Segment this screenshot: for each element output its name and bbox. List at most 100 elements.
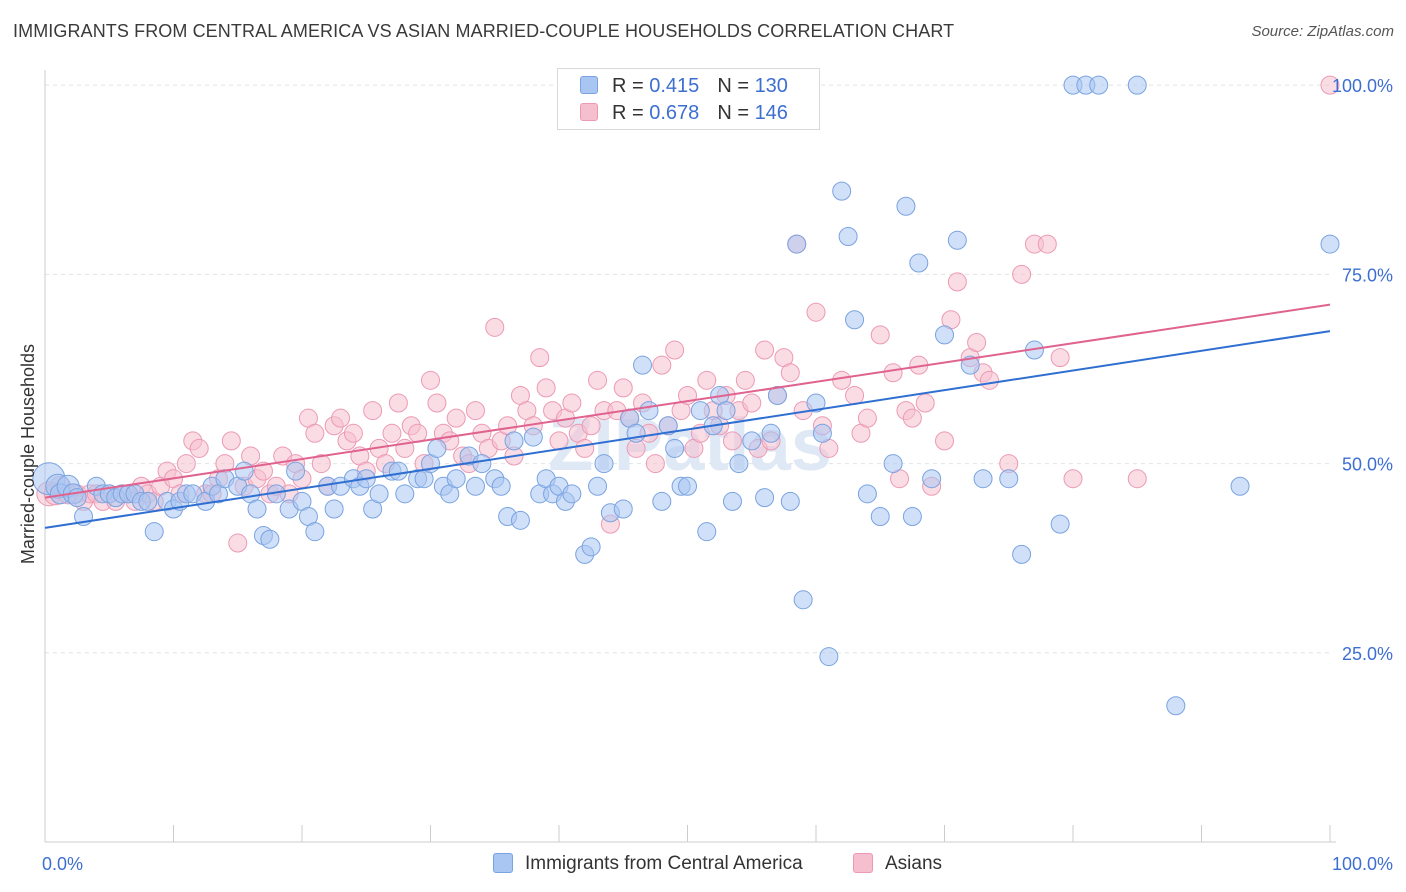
data-point-central-america: [504, 431, 524, 451]
data-point-central-america: [935, 325, 954, 345]
data-point-asians: [446, 408, 466, 428]
data-point-asians: [780, 363, 800, 383]
r-value: 0.415: [649, 75, 700, 97]
data-point-central-america: [1230, 476, 1250, 496]
stats-row-asians: R = 0.678 N = 146: [580, 102, 788, 126]
data-point-asians: [588, 370, 608, 390]
data-point-asians: [465, 401, 485, 421]
series-central-america-points: [32, 75, 1340, 716]
data-point-central-america: [697, 522, 717, 542]
data-point-central-america: [665, 438, 685, 458]
data-point-central-america: [305, 522, 325, 542]
data-point-central-america: [1127, 75, 1147, 95]
y-tick-label: 25.0%: [1342, 644, 1393, 664]
data-point-asians: [645, 454, 665, 474]
data-point-central-america: [658, 416, 678, 436]
data-point-asians: [1050, 348, 1070, 368]
data-point-central-america: [722, 491, 742, 511]
pink-swatch: [853, 853, 873, 873]
pink-swatch: [580, 103, 598, 121]
data-point-central-america: [260, 529, 280, 549]
data-point-central-america: [742, 431, 762, 451]
legend-item-asians[interactable]: Asians: [853, 853, 942, 875]
data-point-central-america: [999, 469, 1019, 489]
data-point-asians: [755, 340, 775, 360]
data-point-asians: [343, 423, 363, 443]
axes: [44, 70, 1336, 843]
data-point-asians: [857, 408, 877, 428]
data-point-central-america: [690, 401, 710, 421]
data-point-central-america: [1089, 75, 1109, 95]
data-point-central-america: [465, 476, 485, 496]
data-point-central-america: [793, 590, 813, 610]
data-point-central-america: [144, 522, 164, 542]
data-point-central-america: [960, 355, 980, 375]
data-point-central-america: [767, 385, 787, 405]
legend-item-central-america[interactable]: Immigrants from Central America: [493, 853, 803, 875]
data-point-central-america: [247, 499, 267, 519]
data-point-central-america: [588, 476, 608, 496]
data-point-asians: [1037, 234, 1057, 254]
data-point-central-america: [819, 647, 839, 667]
data-point-asians: [1012, 264, 1032, 284]
data-point-asians: [722, 431, 742, 451]
gridlines: [45, 84, 1330, 654]
data-point-asians: [331, 408, 351, 428]
data-point-central-america: [1166, 696, 1186, 716]
data-point-central-america: [639, 401, 659, 421]
data-point-central-america: [427, 438, 447, 458]
data-point-asians: [485, 317, 505, 337]
y-tick-label: 75.0%: [1342, 265, 1393, 285]
blue-swatch: [580, 76, 598, 94]
trend-lines: [44, 303, 1331, 529]
data-point-asians: [530, 348, 550, 368]
n-label: N =: [717, 102, 749, 124]
data-point-central-america: [947, 230, 967, 250]
data-point-asians: [613, 378, 633, 398]
blue-swatch: [493, 853, 513, 873]
data-point-central-america: [922, 469, 942, 489]
data-point-asians: [311, 454, 331, 474]
data-point-central-america: [395, 484, 415, 504]
data-point-asians: [742, 393, 762, 413]
axis-labels: 25.0% 50.0% 75.0% 100.0% 0.0% 100.0% Married-c…: [18, 76, 1393, 874]
data-point-asians: [189, 438, 209, 458]
data-point-asians: [935, 431, 954, 451]
data-point-asians: [652, 355, 672, 375]
data-point-central-america: [716, 401, 736, 421]
data-point-asians: [665, 340, 685, 360]
data-point-central-america: [523, 427, 543, 447]
data-point-asians: [221, 431, 241, 451]
data-point-asians: [947, 272, 967, 292]
data-point-asians: [697, 370, 717, 390]
data-point-central-america: [472, 454, 492, 474]
data-point-central-america: [729, 454, 749, 474]
data-point-central-america: [787, 234, 807, 254]
r-label: R =: [612, 75, 644, 97]
data-point-asians: [1063, 469, 1083, 489]
trend-line-central-america: [44, 330, 1331, 529]
data-point-central-america: [581, 537, 601, 557]
data-point-asians: [915, 393, 935, 413]
data-point-asians: [870, 325, 890, 345]
data-point-central-america: [286, 461, 306, 481]
n-value: 146: [754, 102, 788, 124]
data-point-asians: [388, 393, 408, 413]
data-point-central-america: [832, 181, 852, 201]
data-point-central-america: [626, 423, 646, 443]
y-tick-label: 100.0%: [1332, 76, 1393, 96]
series-legend: Immigrants from Central America Asians: [0, 853, 1406, 877]
chart-title: IMMIGRANTS FROM CENTRAL AMERICA VS ASIAN…: [13, 21, 955, 41]
data-point-central-america: [780, 491, 800, 511]
source-label: Source: ZipAtlas.com: [1251, 23, 1394, 40]
data-point-asians: [832, 370, 852, 390]
data-point-central-america: [324, 499, 344, 519]
data-point-asians: [549, 431, 569, 451]
data-point-asians: [806, 302, 826, 322]
data-point-asians: [176, 454, 196, 474]
data-point-central-america: [491, 476, 511, 496]
data-point-asians: [575, 438, 595, 458]
data-point-central-america: [446, 469, 466, 489]
legend-label: Immigrants from Central America: [525, 853, 803, 874]
